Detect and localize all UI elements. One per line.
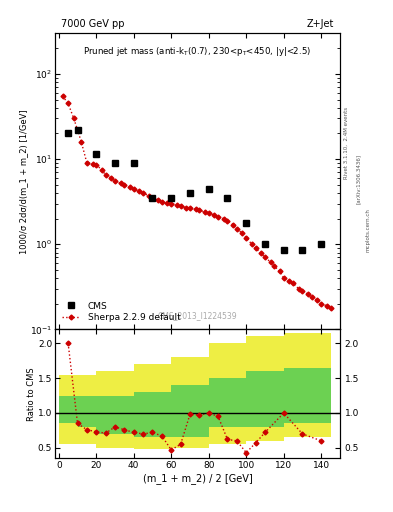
- Sherpa 2.2.9 default: [319, 301, 323, 307]
- CMS: [300, 247, 305, 253]
- Sherpa 2.2.9 default: [122, 182, 127, 188]
- CMS: [319, 241, 323, 247]
- CMS: [263, 241, 267, 247]
- Text: Pruned jet mass (anti-k$_{\rm T}$(0.7), 230<p$_{\rm T}$<450, |y|<2.5): Pruned jet mass (anti-k$_{\rm T}$(0.7), …: [83, 45, 312, 58]
- Line: Sherpa 2.2.9 default: Sherpa 2.2.9 default: [61, 94, 332, 309]
- CMS: [225, 195, 230, 201]
- Line: CMS: CMS: [65, 127, 324, 253]
- Y-axis label: Ratio to CMS: Ratio to CMS: [28, 367, 37, 421]
- CMS: [281, 247, 286, 253]
- Sherpa 2.2.9 default: [287, 278, 292, 284]
- Text: Rivet 3.1.10,  2.4M events: Rivet 3.1.10, 2.4M events: [344, 108, 349, 179]
- CMS: [66, 131, 70, 137]
- CMS: [150, 195, 155, 201]
- Y-axis label: 1000/σ 2dσ/d(m_1 + m_2) [1/GeV]: 1000/σ 2dσ/d(m_1 + m_2) [1/GeV]: [20, 109, 29, 253]
- Sherpa 2.2.9 default: [328, 305, 333, 311]
- CMS: [187, 190, 192, 196]
- X-axis label: (m_1 + m_2) / 2 [GeV]: (m_1 + m_2) / 2 [GeV]: [143, 473, 252, 484]
- CMS: [131, 160, 136, 166]
- Sherpa 2.2.9 default: [259, 250, 264, 257]
- Legend: CMS, Sherpa 2.2.9 default: CMS, Sherpa 2.2.9 default: [59, 299, 183, 325]
- CMS: [206, 185, 211, 191]
- Text: mcplots.cern.ch: mcplots.cern.ch: [365, 208, 371, 252]
- CMS: [113, 160, 118, 166]
- CMS: [244, 220, 249, 226]
- Sherpa 2.2.9 default: [128, 184, 132, 190]
- Text: CMS_2013_I1224539: CMS_2013_I1224539: [158, 312, 237, 321]
- Sherpa 2.2.9 default: [240, 230, 245, 236]
- CMS: [75, 127, 80, 133]
- Text: Z+Jet: Z+Jet: [307, 19, 334, 29]
- CMS: [94, 151, 99, 157]
- Text: 7000 GeV pp: 7000 GeV pp: [61, 19, 124, 29]
- Text: [arXiv:1306.3436]: [arXiv:1306.3436]: [356, 154, 361, 204]
- Sherpa 2.2.9 default: [60, 93, 65, 99]
- CMS: [169, 195, 174, 201]
